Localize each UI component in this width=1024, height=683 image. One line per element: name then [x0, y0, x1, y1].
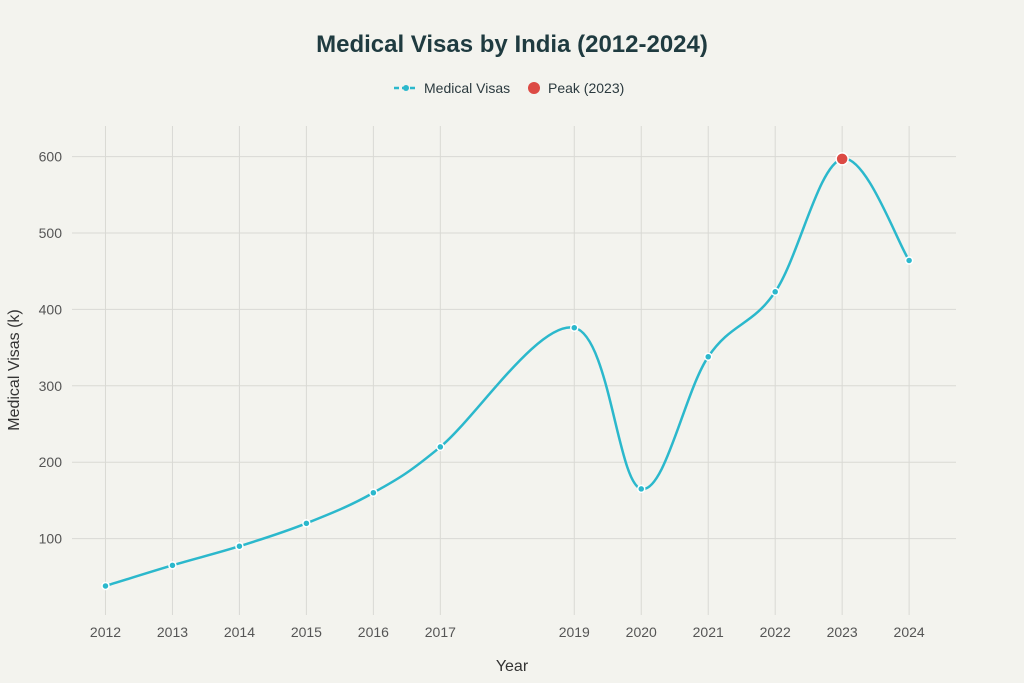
x-tick-label: 2016: [358, 624, 389, 640]
legend-peak-icon: [528, 82, 540, 94]
y-tick-label: 100: [39, 531, 63, 547]
data-point-2015[interactable]: [302, 519, 311, 528]
x-tick-label: 2017: [425, 624, 456, 640]
x-tick-label: 2013: [157, 624, 188, 640]
chart-title: Medical Visas by India (2012-2024): [316, 31, 708, 58]
x-axis-label: Year: [496, 658, 529, 675]
legend: Medical Visas Peak (2023): [394, 80, 624, 96]
data-point-2012[interactable]: [101, 581, 110, 591]
series-line-medical-visas: [105, 157, 911, 588]
x-tick-label: 2021: [693, 624, 724, 640]
y-axis-label: Medical Visas (k): [6, 309, 23, 431]
x-tick-label: 2020: [626, 624, 657, 640]
data-point-2016[interactable]: [369, 488, 378, 497]
legend-item-peak[interactable]: Peak (2023): [528, 80, 624, 96]
y-tick-label: 600: [39, 149, 63, 165]
x-tick-labels: 2012 2013 2014 2015 2016 2017 2019 2020 2021 2022…: [90, 624, 925, 640]
x-gridlines: [104, 126, 910, 615]
data-point-2013[interactable]: [168, 561, 177, 570]
y-tick-label: 300: [39, 378, 63, 394]
peak-marker-2023[interactable]: [835, 152, 849, 166]
x-tick-label: 2012: [90, 624, 121, 640]
legend-label-medical-visas: Medical Visas: [424, 80, 510, 96]
y-tick-labels: 100 200 300 400 500 600: [39, 149, 63, 547]
data-point-2021[interactable]: [703, 352, 713, 361]
x-tick-label: 2022: [760, 624, 791, 640]
legend-marker-icon: [403, 85, 409, 91]
x-tick-label: 2019: [559, 624, 590, 640]
data-point-2014[interactable]: [235, 541, 244, 551]
legend-item-medical-visas[interactable]: Medical Visas: [394, 80, 510, 96]
x-tick-label: 2014: [224, 624, 255, 640]
data-point-2022[interactable]: [770, 287, 780, 297]
x-tick-label: 2015: [291, 624, 322, 640]
data-point-2024[interactable]: [904, 256, 914, 265]
y-tick-label: 400: [39, 301, 63, 317]
data-point-2017[interactable]: [436, 442, 445, 452]
y-tick-label: 500: [39, 225, 63, 241]
data-point-2020[interactable]: [636, 484, 646, 494]
y-tick-label: 200: [39, 454, 63, 470]
data-points: [101, 152, 914, 591]
x-tick-label: 2023: [827, 624, 858, 640]
data-point-2019[interactable]: [570, 323, 579, 332]
y-gridlines: [72, 156, 956, 540]
x-tick-label: 2024: [894, 624, 925, 640]
legend-label-peak: Peak (2023): [548, 80, 624, 96]
